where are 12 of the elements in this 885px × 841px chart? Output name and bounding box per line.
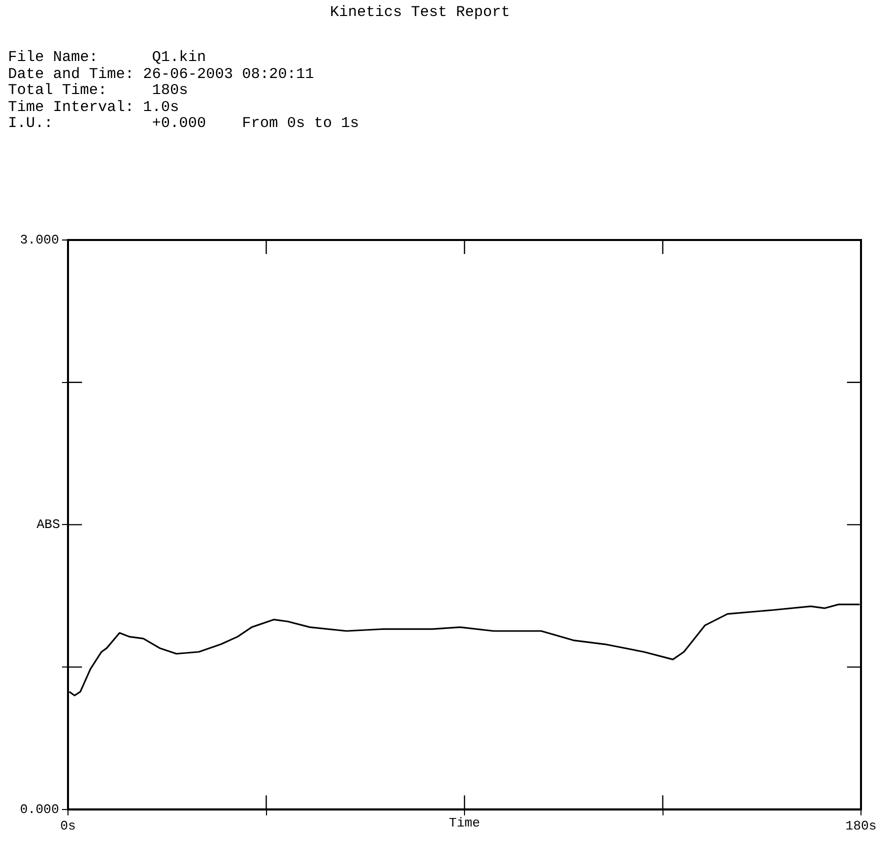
x-tick-label: 180s xyxy=(845,818,877,834)
x-axis-title: Time xyxy=(448,815,480,830)
y-axis-title: ABS xyxy=(36,517,60,532)
y-tick-label: 3.000 xyxy=(20,232,59,248)
y-tick-label: 0.000 xyxy=(20,802,59,817)
text: Time Interval: 1.0s xyxy=(8,98,180,116)
text: Total Time: 180s xyxy=(8,82,190,100)
chart-title: Kinetics Test Report xyxy=(328,4,512,21)
x-tick-label: 0s xyxy=(60,818,76,834)
text: I.U.: +0.000 From 0s to 1s xyxy=(8,115,360,132)
text: File Name: Q1.kin xyxy=(8,49,208,66)
text: Date and Time: 26-06-2003 08:20:11 xyxy=(8,66,316,83)
